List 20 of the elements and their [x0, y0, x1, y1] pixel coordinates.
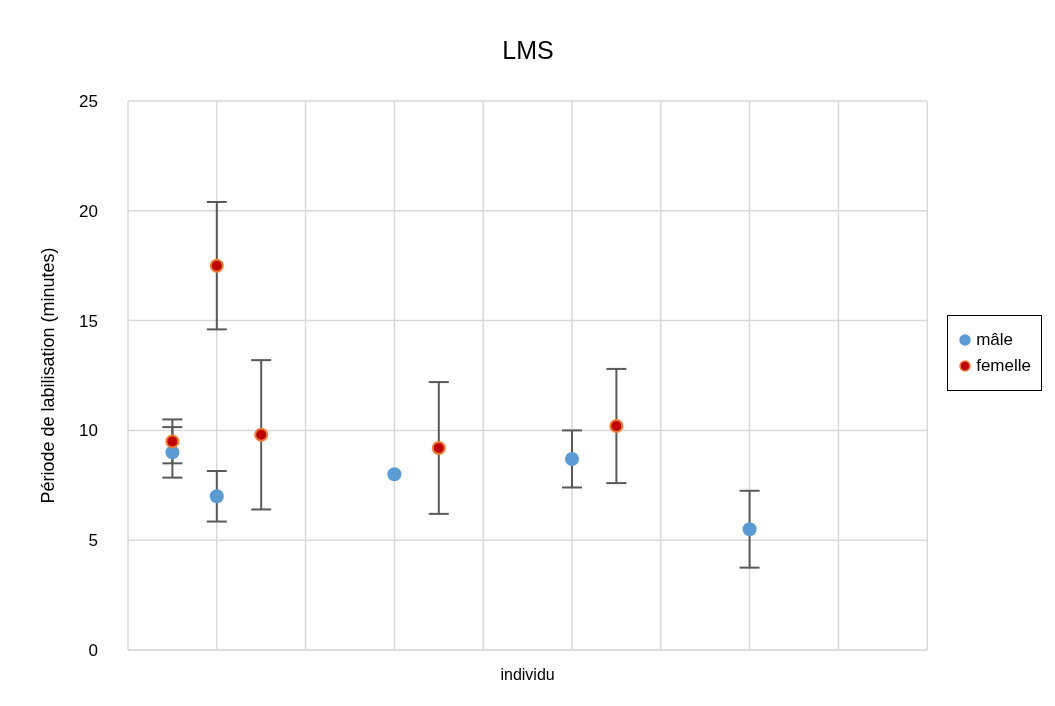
point	[564, 451, 579, 466]
point	[209, 258, 224, 273]
y-tick-label: 20	[79, 201, 98, 221]
y-tick-label: 5	[88, 531, 98, 551]
point	[165, 434, 180, 449]
y-tick-label: 25	[79, 92, 98, 111]
legend-label: femelle	[976, 356, 1031, 376]
point	[742, 522, 757, 537]
x-axis-title: individu	[500, 666, 555, 683]
y-tick-label: 10	[79, 421, 98, 441]
point	[209, 489, 224, 504]
y-axis-title: Période de labilisation (minutes)	[38, 247, 59, 504]
point	[431, 440, 446, 455]
y-tick-label: 15	[79, 311, 98, 331]
y-tick-label: 0	[88, 641, 98, 660]
point	[254, 427, 269, 442]
chart-title: LMS	[501, 36, 555, 65]
legend-label: mâle	[976, 330, 1014, 350]
point	[609, 419, 624, 434]
point	[387, 467, 402, 482]
